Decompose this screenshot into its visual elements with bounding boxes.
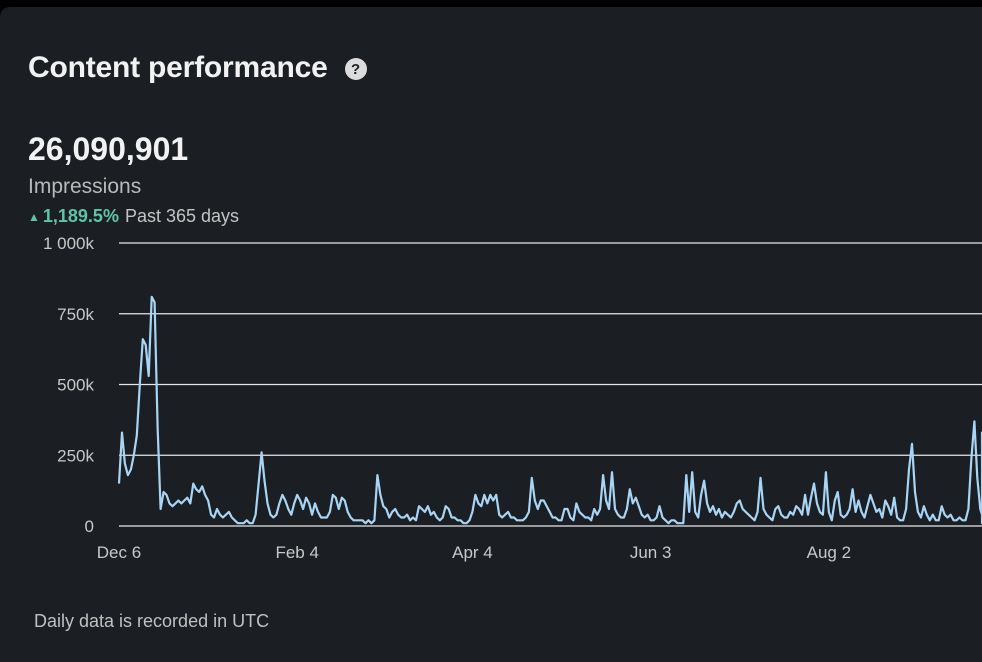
x-tick-label: Feb 4	[275, 543, 318, 562]
y-tick-label: 500k	[57, 376, 94, 395]
x-tick-label: Dec 6	[97, 543, 141, 562]
impressions-total: 26,090,901	[28, 131, 189, 167]
y-tick-label: 750k	[57, 305, 94, 324]
footnote: Daily data is recorded in UTC	[34, 611, 270, 631]
content-performance-panel: Content performance ? 26,090,901 Impress…	[0, 7, 982, 662]
header: Content performance ?	[28, 51, 367, 85]
metric-label: Impressions	[28, 175, 142, 198]
x-tick-label: Apr 4	[452, 543, 493, 562]
x-tick-label: Jun 3	[630, 543, 672, 562]
y-tick-label: 250k	[57, 446, 94, 465]
change-value: 1,189.5%	[42, 206, 119, 226]
change-period: Past 365 days	[124, 206, 240, 226]
x-tick-label: Aug 2	[807, 543, 851, 562]
impressions-series-line	[117, 295, 982, 525]
impressions-line-chart: 0 250k 500k 750k 1 000k Dec 6 Feb 4 Apr 4 Jun 3…	[43, 234, 982, 562]
change-row: ▲ 1,189.5% Past 365 days	[28, 206, 239, 227]
y-tick-label: 0	[85, 517, 94, 536]
help-circle-icon[interactable]: ?	[344, 58, 367, 80]
y-tick-label: 1 000k	[43, 234, 95, 253]
page-title: Content performance	[28, 51, 328, 84]
up-triangle-icon: ▲	[28, 209, 40, 224]
